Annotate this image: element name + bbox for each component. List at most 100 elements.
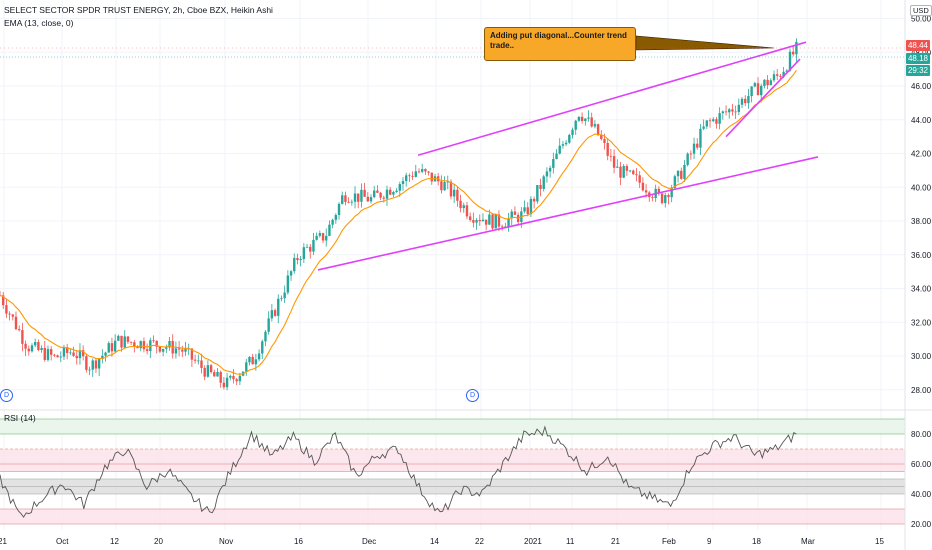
rsi-tick-label: 80.00 bbox=[911, 430, 932, 439]
candle-body bbox=[37, 342, 40, 351]
candle-body bbox=[379, 192, 382, 198]
candle-body bbox=[561, 144, 565, 146]
candle-body bbox=[580, 116, 584, 122]
candle-body bbox=[1, 295, 5, 306]
candle-body bbox=[612, 156, 616, 168]
candle-body bbox=[532, 198, 536, 202]
price-tick-label: 38.00 bbox=[911, 217, 932, 226]
candle-body bbox=[200, 360, 203, 368]
candle-body bbox=[85, 356, 88, 370]
candle-body bbox=[254, 359, 258, 365]
candle-body bbox=[88, 369, 91, 371]
candle-body bbox=[788, 51, 792, 71]
candle-body bbox=[302, 247, 306, 259]
candle-body bbox=[59, 356, 62, 358]
candle-body bbox=[315, 235, 318, 240]
candle-body bbox=[126, 336, 130, 342]
candle-body bbox=[632, 170, 635, 175]
price-tick-label: 44.00 bbox=[911, 116, 932, 125]
candles bbox=[0, 38, 798, 391]
candle-body bbox=[440, 181, 443, 191]
price-axis[interactable]: 28.00 30.00 32.00 34.00 36.00 38.00 40.00 42.00… bbox=[911, 15, 932, 395]
candle-body bbox=[344, 195, 347, 202]
candle-body bbox=[686, 153, 689, 165]
candle-body bbox=[584, 118, 587, 122]
candle-body bbox=[27, 348, 30, 352]
candle-body bbox=[81, 350, 85, 357]
candle-body bbox=[420, 169, 424, 172]
candle-body bbox=[555, 153, 558, 160]
candle-body bbox=[408, 175, 411, 177]
candle-body bbox=[568, 134, 571, 143]
candle-body bbox=[53, 354, 56, 356]
grid bbox=[0, 0, 905, 530]
dividend-marker[interactable]: D bbox=[466, 389, 479, 402]
price-tick-label: 46.00 bbox=[911, 82, 932, 91]
rsi-legend[interactable]: RSI (14) bbox=[4, 413, 36, 423]
candle-body bbox=[232, 375, 235, 380]
candle-body bbox=[177, 348, 181, 350]
candle-body bbox=[142, 341, 146, 350]
candle-body bbox=[369, 197, 373, 202]
candle-body bbox=[46, 349, 50, 360]
currency-badge[interactable]: USD bbox=[910, 5, 932, 16]
time-axis[interactable]: 21 Oct 12 20 Nov 16 Dec 14 22 2021 11 21 Feb 9 18 Mar 15 bbox=[0, 537, 884, 546]
candle-body bbox=[184, 348, 187, 352]
candle-body bbox=[673, 176, 677, 188]
candle-body bbox=[273, 310, 277, 316]
candle-body bbox=[488, 214, 491, 225]
annotation-callout[interactable]: Adding put diagonal...Counter trend trad… bbox=[484, 27, 636, 61]
candle-body bbox=[94, 360, 98, 369]
candle-body bbox=[718, 113, 721, 124]
candle-body bbox=[731, 109, 734, 112]
candle-body bbox=[657, 188, 661, 194]
ema-legend[interactable]: EMA (13, close, 0) bbox=[4, 18, 74, 28]
candle-body bbox=[609, 155, 613, 157]
candle-body bbox=[676, 170, 680, 177]
candle-body bbox=[715, 119, 718, 124]
candle-body bbox=[264, 331, 267, 342]
candle-body bbox=[392, 192, 395, 195]
candle-body bbox=[193, 359, 197, 361]
candle-body bbox=[280, 298, 283, 300]
candle-body bbox=[574, 120, 577, 130]
candle-body bbox=[571, 129, 574, 135]
time-tick-label: 12 bbox=[110, 537, 119, 546]
candle-body bbox=[452, 189, 456, 197]
candle-body bbox=[702, 126, 705, 129]
candle-body bbox=[312, 239, 315, 252]
candle-body bbox=[321, 233, 325, 241]
time-tick-label: 15 bbox=[875, 537, 884, 546]
candle-body bbox=[49, 349, 53, 355]
candle-body bbox=[587, 117, 590, 119]
candle-body bbox=[596, 124, 600, 136]
candle-body bbox=[478, 219, 481, 222]
candle-body bbox=[782, 71, 785, 77]
dividend-marker[interactable]: D bbox=[0, 389, 13, 402]
time-tick-label: 18 bbox=[752, 537, 761, 546]
rsi-bands bbox=[0, 418, 905, 525]
candle-body bbox=[299, 258, 302, 261]
candle-body bbox=[577, 116, 581, 121]
candle-body bbox=[30, 345, 34, 352]
candle-body bbox=[449, 181, 453, 197]
candle-body bbox=[753, 83, 757, 87]
candle-body bbox=[251, 356, 254, 365]
price-tick-label: 28.00 bbox=[911, 386, 932, 395]
rsi-tick-label: 20.00 bbox=[911, 520, 932, 529]
candle-body bbox=[497, 214, 501, 227]
candle-body bbox=[792, 51, 795, 55]
candle-body bbox=[619, 166, 622, 178]
candle-body bbox=[779, 75, 782, 77]
candle-body bbox=[545, 171, 549, 177]
candle-body bbox=[325, 235, 328, 241]
candle-body bbox=[328, 224, 331, 236]
rsi-band bbox=[0, 419, 905, 434]
candle-body bbox=[644, 190, 648, 193]
candle-body bbox=[363, 189, 366, 197]
price-tick-label: 50.00 bbox=[911, 15, 932, 24]
candle-body bbox=[389, 189, 392, 195]
candle-body bbox=[14, 316, 18, 330]
candle-body bbox=[17, 329, 21, 331]
